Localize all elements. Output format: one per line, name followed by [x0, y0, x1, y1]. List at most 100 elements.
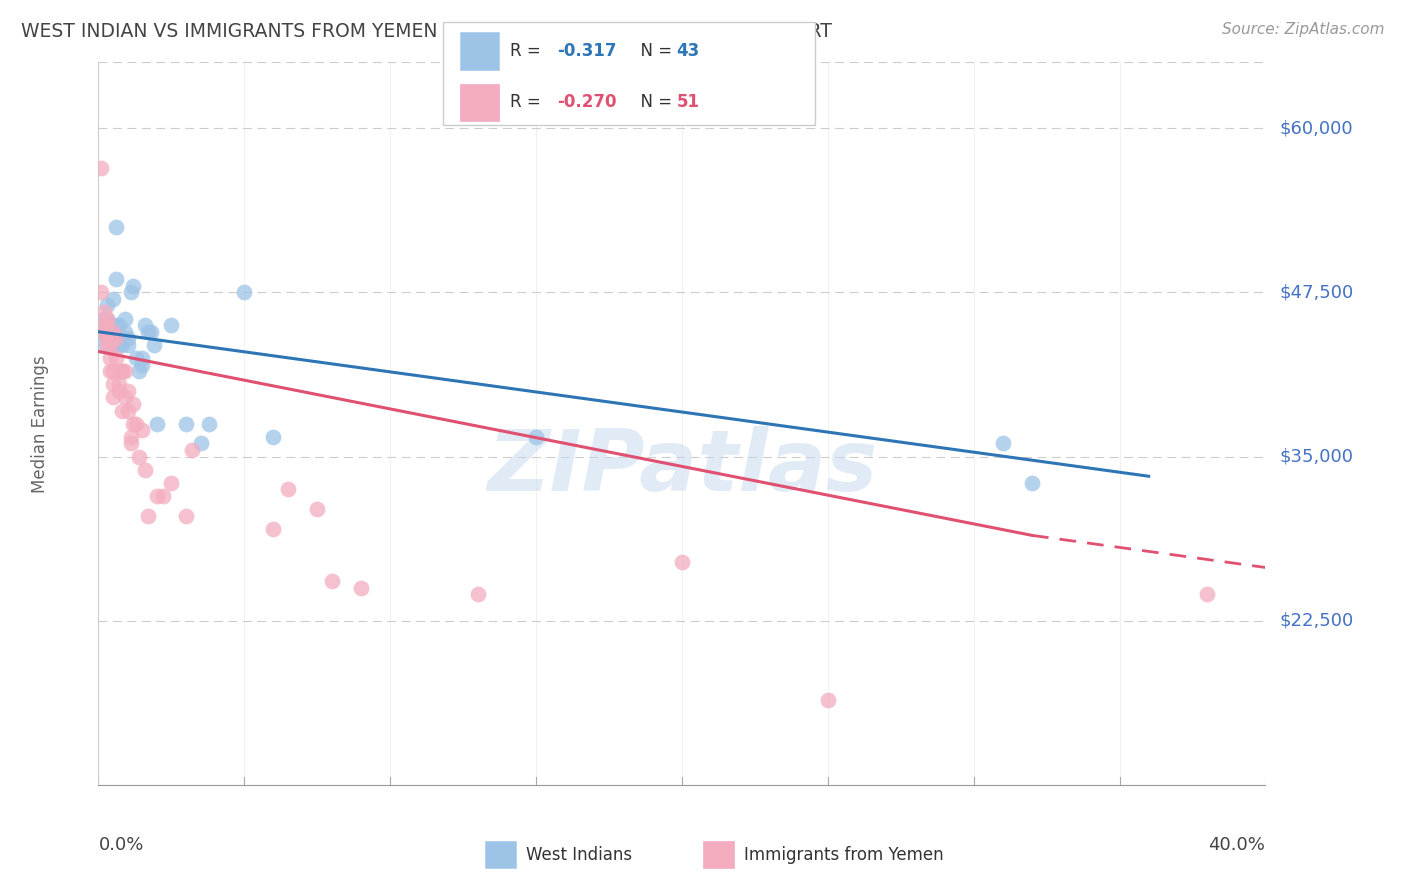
Point: [101, 364, 124, 378]
Text: $47,500: $47,500: [1279, 284, 1354, 301]
Point: [96, 338, 118, 352]
Point: [120, 430, 142, 444]
Text: $22,500: $22,500: [1279, 612, 1354, 630]
Text: Immigrants from Yemen: Immigrants from Yemen: [744, 846, 943, 863]
Point: [117, 331, 139, 345]
Point: [93, 305, 115, 319]
Point: [101, 325, 124, 339]
Point: [111, 403, 134, 417]
Text: 51: 51: [676, 94, 699, 112]
Text: -0.270: -0.270: [557, 94, 616, 112]
Point: [98, 364, 121, 378]
Point: [114, 364, 136, 378]
Point: [125, 417, 148, 431]
Point: [139, 325, 162, 339]
Point: [114, 325, 136, 339]
Point: [160, 475, 183, 490]
Point: [96, 331, 118, 345]
Point: [134, 318, 156, 333]
Point: [104, 331, 127, 345]
Point: [991, 436, 1014, 450]
Point: [1021, 475, 1043, 490]
Point: [120, 285, 142, 300]
Point: [136, 508, 159, 523]
Point: [146, 489, 169, 503]
Text: -0.317: -0.317: [557, 42, 616, 60]
Point: [96, 311, 118, 326]
Point: [262, 522, 284, 536]
Point: [104, 318, 127, 333]
Point: [174, 417, 197, 431]
Point: [233, 285, 256, 300]
Point: [307, 502, 329, 516]
Point: [96, 311, 118, 326]
Point: [90, 338, 112, 352]
Point: [142, 338, 165, 352]
Point: [160, 318, 183, 333]
Point: [108, 377, 131, 392]
Point: [467, 587, 489, 601]
Point: [98, 338, 121, 352]
Text: West Indians: West Indians: [526, 846, 631, 863]
Point: [101, 338, 124, 352]
Point: [93, 311, 115, 326]
Text: N =: N =: [630, 42, 678, 60]
Point: [152, 489, 174, 503]
Point: [817, 692, 839, 706]
Point: [117, 384, 139, 398]
Point: [122, 278, 145, 293]
Point: [104, 272, 127, 286]
Point: [128, 450, 150, 464]
Point: [101, 391, 124, 405]
Point: [117, 403, 139, 417]
Point: [262, 430, 284, 444]
Point: [98, 331, 121, 345]
Point: [104, 219, 127, 234]
Point: [136, 325, 159, 339]
Point: [104, 351, 127, 365]
Point: [101, 292, 124, 306]
Point: [350, 581, 373, 595]
Point: [96, 331, 118, 345]
Point: [120, 436, 142, 450]
Point: [524, 430, 547, 444]
Text: 40.0%: 40.0%: [1209, 836, 1265, 854]
Point: [1195, 587, 1218, 601]
Point: [96, 318, 118, 333]
Point: [98, 318, 121, 333]
Text: ZIPatlas: ZIPatlas: [486, 425, 877, 508]
Text: $35,000: $35,000: [1279, 448, 1354, 466]
Point: [101, 325, 124, 339]
Text: 0.0%: 0.0%: [98, 836, 143, 854]
Point: [198, 417, 221, 431]
Text: R =: R =: [510, 94, 547, 112]
Point: [90, 161, 112, 175]
Text: Median Earnings: Median Earnings: [31, 355, 49, 492]
Point: [131, 423, 153, 437]
Point: [101, 377, 124, 392]
Point: [108, 384, 131, 398]
Point: [131, 358, 153, 372]
Point: [190, 436, 212, 450]
Point: [146, 417, 169, 431]
Point: [277, 483, 299, 497]
Point: [108, 338, 131, 352]
Point: [117, 338, 139, 352]
Text: R =: R =: [510, 42, 547, 60]
Point: [122, 397, 145, 411]
Point: [93, 325, 115, 339]
Point: [114, 391, 136, 405]
Point: [128, 364, 150, 378]
Text: 43: 43: [676, 42, 700, 60]
Text: $60,000: $60,000: [1279, 120, 1353, 137]
Point: [98, 331, 121, 345]
Point: [98, 351, 121, 365]
Point: [90, 285, 112, 300]
Text: Source: ZipAtlas.com: Source: ZipAtlas.com: [1222, 22, 1385, 37]
Point: [114, 311, 136, 326]
Point: [125, 351, 148, 365]
Point: [108, 318, 131, 333]
Point: [131, 351, 153, 365]
Point: [93, 325, 115, 339]
Point: [111, 364, 134, 378]
